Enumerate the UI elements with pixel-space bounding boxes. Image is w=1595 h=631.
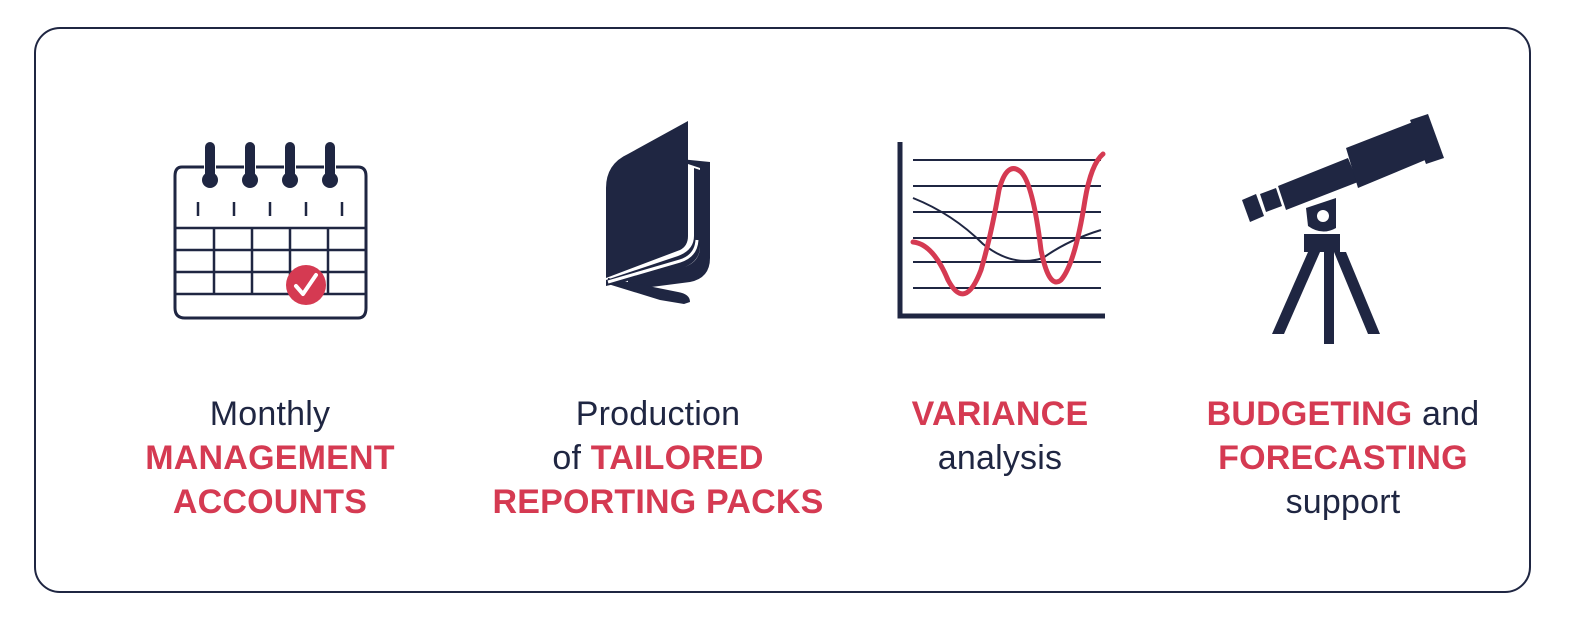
caption-text: ACCOUNTS	[172, 483, 368, 521]
caption-text: support	[1285, 483, 1401, 521]
caption-budgeting-forecasting: BUDGETING and FORECASTING support	[1153, 392, 1533, 524]
caption-monthly-management-accounts: Monthly MANAGEMENT ACCOUNTS	[80, 392, 460, 524]
caption-text: Production	[575, 395, 741, 433]
caption-text: REPORTING PACKS	[492, 483, 824, 521]
services-panel	[34, 27, 1531, 593]
caption-variance-analysis: VARIANCE analysis	[810, 392, 1190, 480]
caption-text: FORECASTING	[1218, 439, 1468, 477]
calendar-check-icon	[173, 142, 368, 320]
caption-text: TAILORED	[590, 439, 764, 477]
caption-text: Monthly	[209, 395, 331, 433]
caption-text: and	[1412, 395, 1480, 433]
caption-text: VARIANCE	[911, 395, 1089, 433]
caption-tailored-reporting-packs: Production of TAILORED REPORTING PACKS	[468, 392, 848, 524]
variance-chart-icon	[897, 142, 1106, 319]
caption-text: MANAGEMENT	[145, 439, 395, 477]
caption-text: of	[552, 439, 591, 477]
telescope-icon	[1242, 114, 1444, 344]
caption-text: analysis	[937, 439, 1063, 477]
book-icon	[606, 121, 710, 304]
caption-text: BUDGETING	[1206, 395, 1413, 433]
